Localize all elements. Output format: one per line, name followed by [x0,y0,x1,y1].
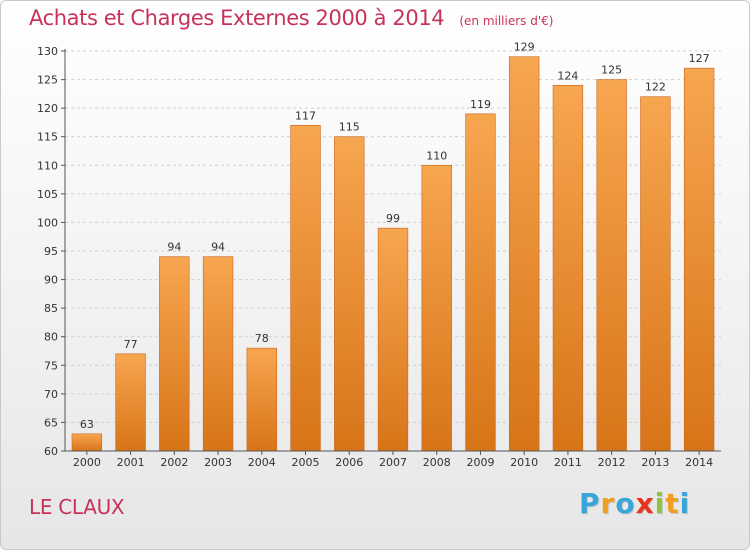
logo-letter: i [679,487,691,520]
x-tick-label: 2009 [466,456,494,469]
data-label: 63 [80,418,94,431]
data-label: 119 [470,98,491,111]
bar [334,136,365,452]
chart-unit: (en milliers d'€) [459,14,554,28]
data-label: 129 [514,41,535,54]
x-tick-label: 2004 [248,456,276,469]
chart-title: Achats et Charges Externes 2000 à 2014 [29,6,445,30]
y-tick-label: 75 [44,359,58,372]
y-tick-label: 105 [37,188,58,201]
data-label: 77 [124,338,138,351]
x-tick-label: 2000 [73,456,101,469]
x-tick-label: 2013 [641,456,669,469]
bar [683,67,715,452]
bar [421,164,452,452]
bar [509,56,540,452]
y-tick-label: 60 [44,445,58,458]
data-label: 94 [211,241,225,254]
logo-letter: x [635,487,655,520]
bar [71,433,103,452]
y-tick-label: 85 [44,302,58,315]
bar [159,256,190,452]
logo-letter: r [600,487,616,520]
x-tick-label: 2012 [598,456,626,469]
data-label: 124 [557,69,578,82]
y-tick-label: 95 [44,245,58,258]
data-label: 110 [426,149,447,162]
logo-letter: P [579,487,601,520]
axes: 60 65 70 75 80 85 90 95 100 105 110 115 120 125 130 200… [37,45,721,469]
x-tick-label: 2003 [204,456,232,469]
x-tick-label: 2008 [423,456,451,469]
x-tick-label: 2005 [292,456,320,469]
y-tick-label: 65 [44,416,58,429]
y-tick-label: 80 [44,331,58,344]
data-label: 99 [386,212,400,225]
y-tick-label: 110 [37,159,58,172]
logo-letter: t [665,487,680,520]
bar [552,84,584,452]
x-tick-label: 2002 [160,456,188,469]
chart-header: Achats et Charges Externes 2000 à 2014 (… [29,6,553,30]
bar [246,347,277,452]
data-label: 78 [255,332,269,345]
x-tick-label: 2014 [685,456,713,469]
bar [115,353,146,452]
data-label: 115 [339,121,360,134]
proxiti-logo: Proxiti [579,487,690,520]
data-labels: 63 77 94 94 78 117 115 99 110 119 129 124 125 122 127 [80,41,710,431]
bar [596,79,627,452]
bar [290,124,321,452]
data-label: 94 [167,241,181,254]
x-tick-label: 2001 [117,456,145,469]
bar [377,227,409,452]
y-tick-label: 115 [37,131,58,144]
x-tick-label: 2011 [554,456,582,469]
bar [465,113,496,452]
y-tick-label: 100 [37,216,58,229]
y-tick-label: 90 [44,274,58,287]
logo-letter: o [615,487,636,520]
data-label: 127 [689,52,710,65]
x-tick-label: 2007 [379,456,407,469]
y-tick-label: 120 [37,102,58,115]
bar [202,256,234,452]
bars [71,56,715,452]
commune-name: LE CLAUX [29,495,125,519]
x-tick-label: 2010 [510,456,538,469]
data-label: 117 [295,109,316,122]
y-tick-label: 130 [37,45,58,58]
y-tick-label: 125 [37,74,58,87]
x-tick-label: 2006 [335,456,363,469]
y-tick-label: 70 [44,388,58,401]
data-label: 125 [601,64,622,77]
bar [640,96,671,452]
data-label: 122 [645,81,666,94]
logo-letter: i [654,487,666,520]
